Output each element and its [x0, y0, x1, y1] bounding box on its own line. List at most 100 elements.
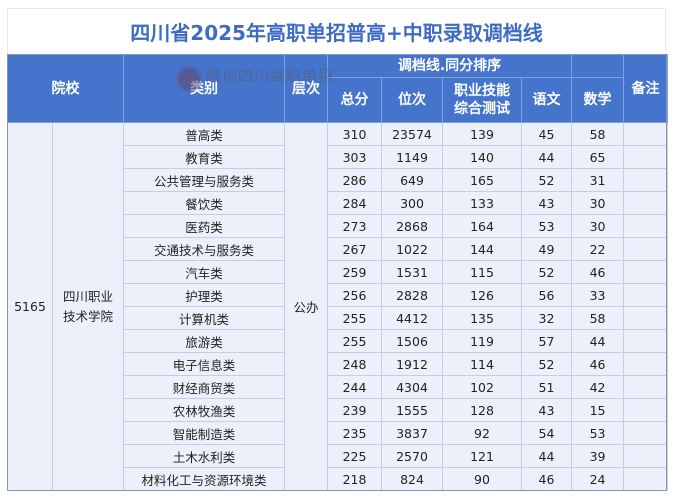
- cell-remark: [623, 398, 669, 422]
- cell-rank: 1149: [381, 145, 443, 169]
- cell-remark: [623, 352, 669, 376]
- cell-math: 53: [571, 421, 625, 445]
- cell-skill: 140: [442, 145, 522, 169]
- cell-total: 303: [327, 145, 382, 169]
- cell-math: 30: [571, 214, 625, 238]
- cell-total: 255: [327, 306, 382, 330]
- cell-math: 42: [571, 375, 625, 399]
- cell-skill: 144: [442, 237, 522, 261]
- cell-skill: 126: [442, 283, 522, 307]
- cell-skill: 165: [442, 168, 522, 192]
- cell-skill: 114: [442, 352, 522, 376]
- cell-remark: [623, 191, 669, 215]
- cell-skill: 121: [442, 444, 522, 468]
- cell-chinese: 43: [520, 191, 573, 215]
- cell-chinese: 45: [520, 122, 573, 146]
- table-row: 土木水利类 225 2570 121 44 39: [8, 444, 669, 468]
- cell-total: 284: [327, 191, 382, 215]
- header-skill-test: 职业技能综合测试: [442, 77, 522, 123]
- cell-total: 239: [327, 398, 382, 422]
- cell-math: 15: [571, 398, 625, 422]
- cell-chinese: 43: [520, 398, 573, 422]
- cell-rank: 1022: [381, 237, 443, 261]
- cell-skill: 92: [442, 421, 522, 445]
- cell-remark: [623, 283, 669, 307]
- cell-skill: 139: [442, 122, 522, 146]
- cell-total: 255: [327, 329, 382, 353]
- cell-total: 273: [327, 214, 382, 238]
- cell-rank: 649: [381, 168, 443, 192]
- cell-math: 44: [571, 329, 625, 353]
- cell-math: 22: [571, 237, 625, 261]
- cell-total: 225: [327, 444, 382, 468]
- cell-chinese: 53: [520, 214, 573, 238]
- header-group-cutoff-tiebreak: 调档线.同分排序: [326, 54, 573, 78]
- header-category: 类别: [123, 54, 285, 123]
- cell-math: 65: [571, 145, 625, 169]
- table-row: 旅游类 255 1506 119 57 44: [8, 329, 669, 353]
- cell-skill: 164: [442, 214, 522, 238]
- cell-skill: 90: [442, 467, 522, 491]
- table-row: 农林牧渔类 239 1555 128 43 15: [8, 398, 669, 422]
- cell-category: 护理类: [123, 283, 285, 307]
- header-chinese: 语文: [520, 77, 573, 123]
- cell-category: 交通技术与服务类: [123, 237, 285, 261]
- cell-rank: 1506: [381, 329, 443, 353]
- table-row: 餐饮类 284 300 133 43 30: [8, 191, 669, 215]
- table-row: 汽车类 259 1531 115 52 46: [8, 260, 669, 284]
- cell-skill: 133: [442, 191, 522, 215]
- header-level: 层次: [284, 54, 328, 123]
- cell-total: 248: [327, 352, 382, 376]
- cell-rank: 1555: [381, 398, 443, 422]
- header-math-top-blank: [571, 54, 625, 78]
- cell-rank: 3837: [381, 421, 443, 445]
- cell-math: 46: [571, 260, 625, 284]
- cell-skill: 119: [442, 329, 522, 353]
- title-bar: 四川省2025年高职单招普高+中职录取调档线: [7, 8, 666, 54]
- cell-remark: [623, 145, 669, 169]
- cell-rank: 300: [381, 191, 443, 215]
- cell-rank: 1531: [381, 260, 443, 284]
- cell-total: 259: [327, 260, 382, 284]
- cell-category: 电子信息类: [123, 352, 285, 376]
- cutoff-table: 院校 类别 层次 调档线.同分排序 备注 总分 位次 职业技能综合测试 语文 数…: [7, 54, 669, 491]
- cell-rank: 1912: [381, 352, 443, 376]
- cell-remark: [623, 329, 669, 353]
- cell-total: 218: [327, 467, 382, 491]
- cell-category: 农林牧渔类: [123, 398, 285, 422]
- cell-skill: 128: [442, 398, 522, 422]
- cell-remark: [623, 421, 669, 445]
- cell-math: 31: [571, 168, 625, 192]
- cell-skill: 135: [442, 306, 522, 330]
- cell-category: 旅游类: [123, 329, 285, 353]
- cell-remark: [623, 260, 669, 284]
- cell-chinese: 54: [520, 421, 573, 445]
- cell-total: 235: [327, 421, 382, 445]
- cell-chinese: 49: [520, 237, 573, 261]
- cell-rank: 2570: [381, 444, 443, 468]
- cell-category: 材料化工与资源环境类: [123, 467, 285, 491]
- cell-math: 39: [571, 444, 625, 468]
- cell-rank: 4412: [381, 306, 443, 330]
- header-total: 总分: [327, 77, 382, 123]
- cell-category: 公共管理与服务类: [123, 168, 285, 192]
- cell-category: 财经商贸类: [123, 375, 285, 399]
- header-school: 院校: [7, 54, 124, 123]
- cell-category: 餐饮类: [123, 191, 285, 215]
- cell-total: 310: [327, 122, 382, 146]
- cell-chinese: 52: [520, 352, 573, 376]
- cell-math: 58: [571, 122, 625, 146]
- cell-remark: [623, 306, 669, 330]
- cell-total: 244: [327, 375, 382, 399]
- header-math: 数学: [571, 77, 625, 123]
- cell-math: 58: [571, 306, 625, 330]
- table-row: 公共管理与服务类 286 649 165 52 31: [8, 168, 669, 192]
- cell-chinese: 52: [520, 260, 573, 284]
- cell-category: 计算机类: [123, 306, 285, 330]
- cell-remark: [623, 444, 669, 468]
- cell-rank: 2868: [381, 214, 443, 238]
- cell-chinese: 57: [520, 329, 573, 353]
- cell-remark: [623, 214, 669, 238]
- cell-category: 土木水利类: [123, 444, 285, 468]
- cell-category: 教育类: [123, 145, 285, 169]
